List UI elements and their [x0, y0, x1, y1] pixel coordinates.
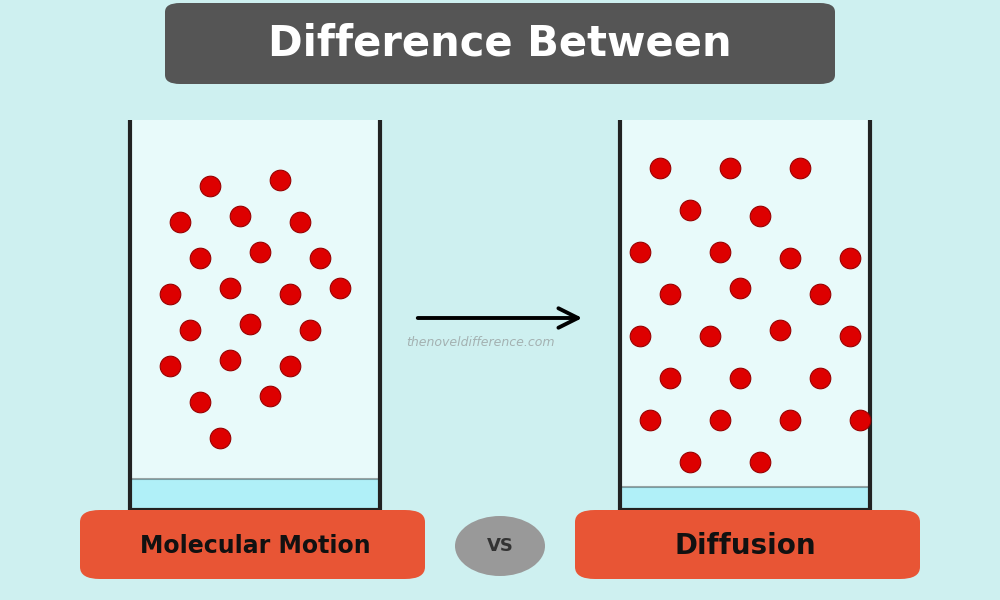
Point: [812, 373, 828, 383]
Point: [202, 181, 218, 191]
Point: [332, 283, 348, 293]
Point: [662, 289, 678, 299]
FancyBboxPatch shape: [165, 3, 835, 84]
Point: [662, 373, 678, 383]
Bar: [130, 120, 380, 479]
Point: [212, 433, 228, 443]
FancyBboxPatch shape: [575, 510, 920, 579]
Text: thenoveldifference.com: thenoveldifference.com: [406, 335, 554, 349]
Point: [312, 253, 328, 263]
Point: [772, 325, 788, 335]
Bar: [130, 479, 380, 510]
Point: [262, 391, 278, 401]
Point: [732, 373, 748, 383]
Point: [782, 253, 798, 263]
Point: [292, 217, 308, 227]
Text: VS: VS: [487, 537, 513, 555]
Point: [752, 457, 768, 467]
Point: [632, 247, 648, 257]
Point: [282, 361, 298, 371]
Point: [792, 163, 808, 173]
Point: [192, 253, 208, 263]
Point: [682, 457, 698, 467]
Point: [162, 361, 178, 371]
Point: [752, 211, 768, 221]
Point: [712, 415, 728, 425]
Point: [182, 325, 198, 335]
Point: [222, 355, 238, 365]
Point: [722, 163, 738, 173]
Point: [232, 211, 248, 221]
Point: [172, 217, 188, 227]
Text: Difference Between: Difference Between: [268, 22, 732, 64]
Ellipse shape: [455, 516, 545, 576]
Bar: [620, 120, 870, 487]
Point: [702, 331, 718, 341]
Text: Diffusion: Diffusion: [674, 532, 816, 560]
Point: [642, 415, 658, 425]
Point: [852, 415, 868, 425]
Point: [842, 331, 858, 341]
Point: [252, 247, 268, 257]
Point: [732, 283, 748, 293]
Point: [812, 289, 828, 299]
Point: [632, 331, 648, 341]
Point: [652, 163, 668, 173]
Point: [302, 325, 318, 335]
Point: [272, 175, 288, 185]
FancyBboxPatch shape: [80, 510, 425, 579]
Point: [842, 253, 858, 263]
Point: [162, 289, 178, 299]
Point: [282, 289, 298, 299]
Text: Molecular Motion: Molecular Motion: [140, 534, 370, 558]
Point: [712, 247, 728, 257]
Bar: [620, 487, 870, 510]
Point: [192, 397, 208, 407]
Point: [782, 415, 798, 425]
Point: [682, 205, 698, 215]
Point: [222, 283, 238, 293]
Point: [242, 319, 258, 329]
